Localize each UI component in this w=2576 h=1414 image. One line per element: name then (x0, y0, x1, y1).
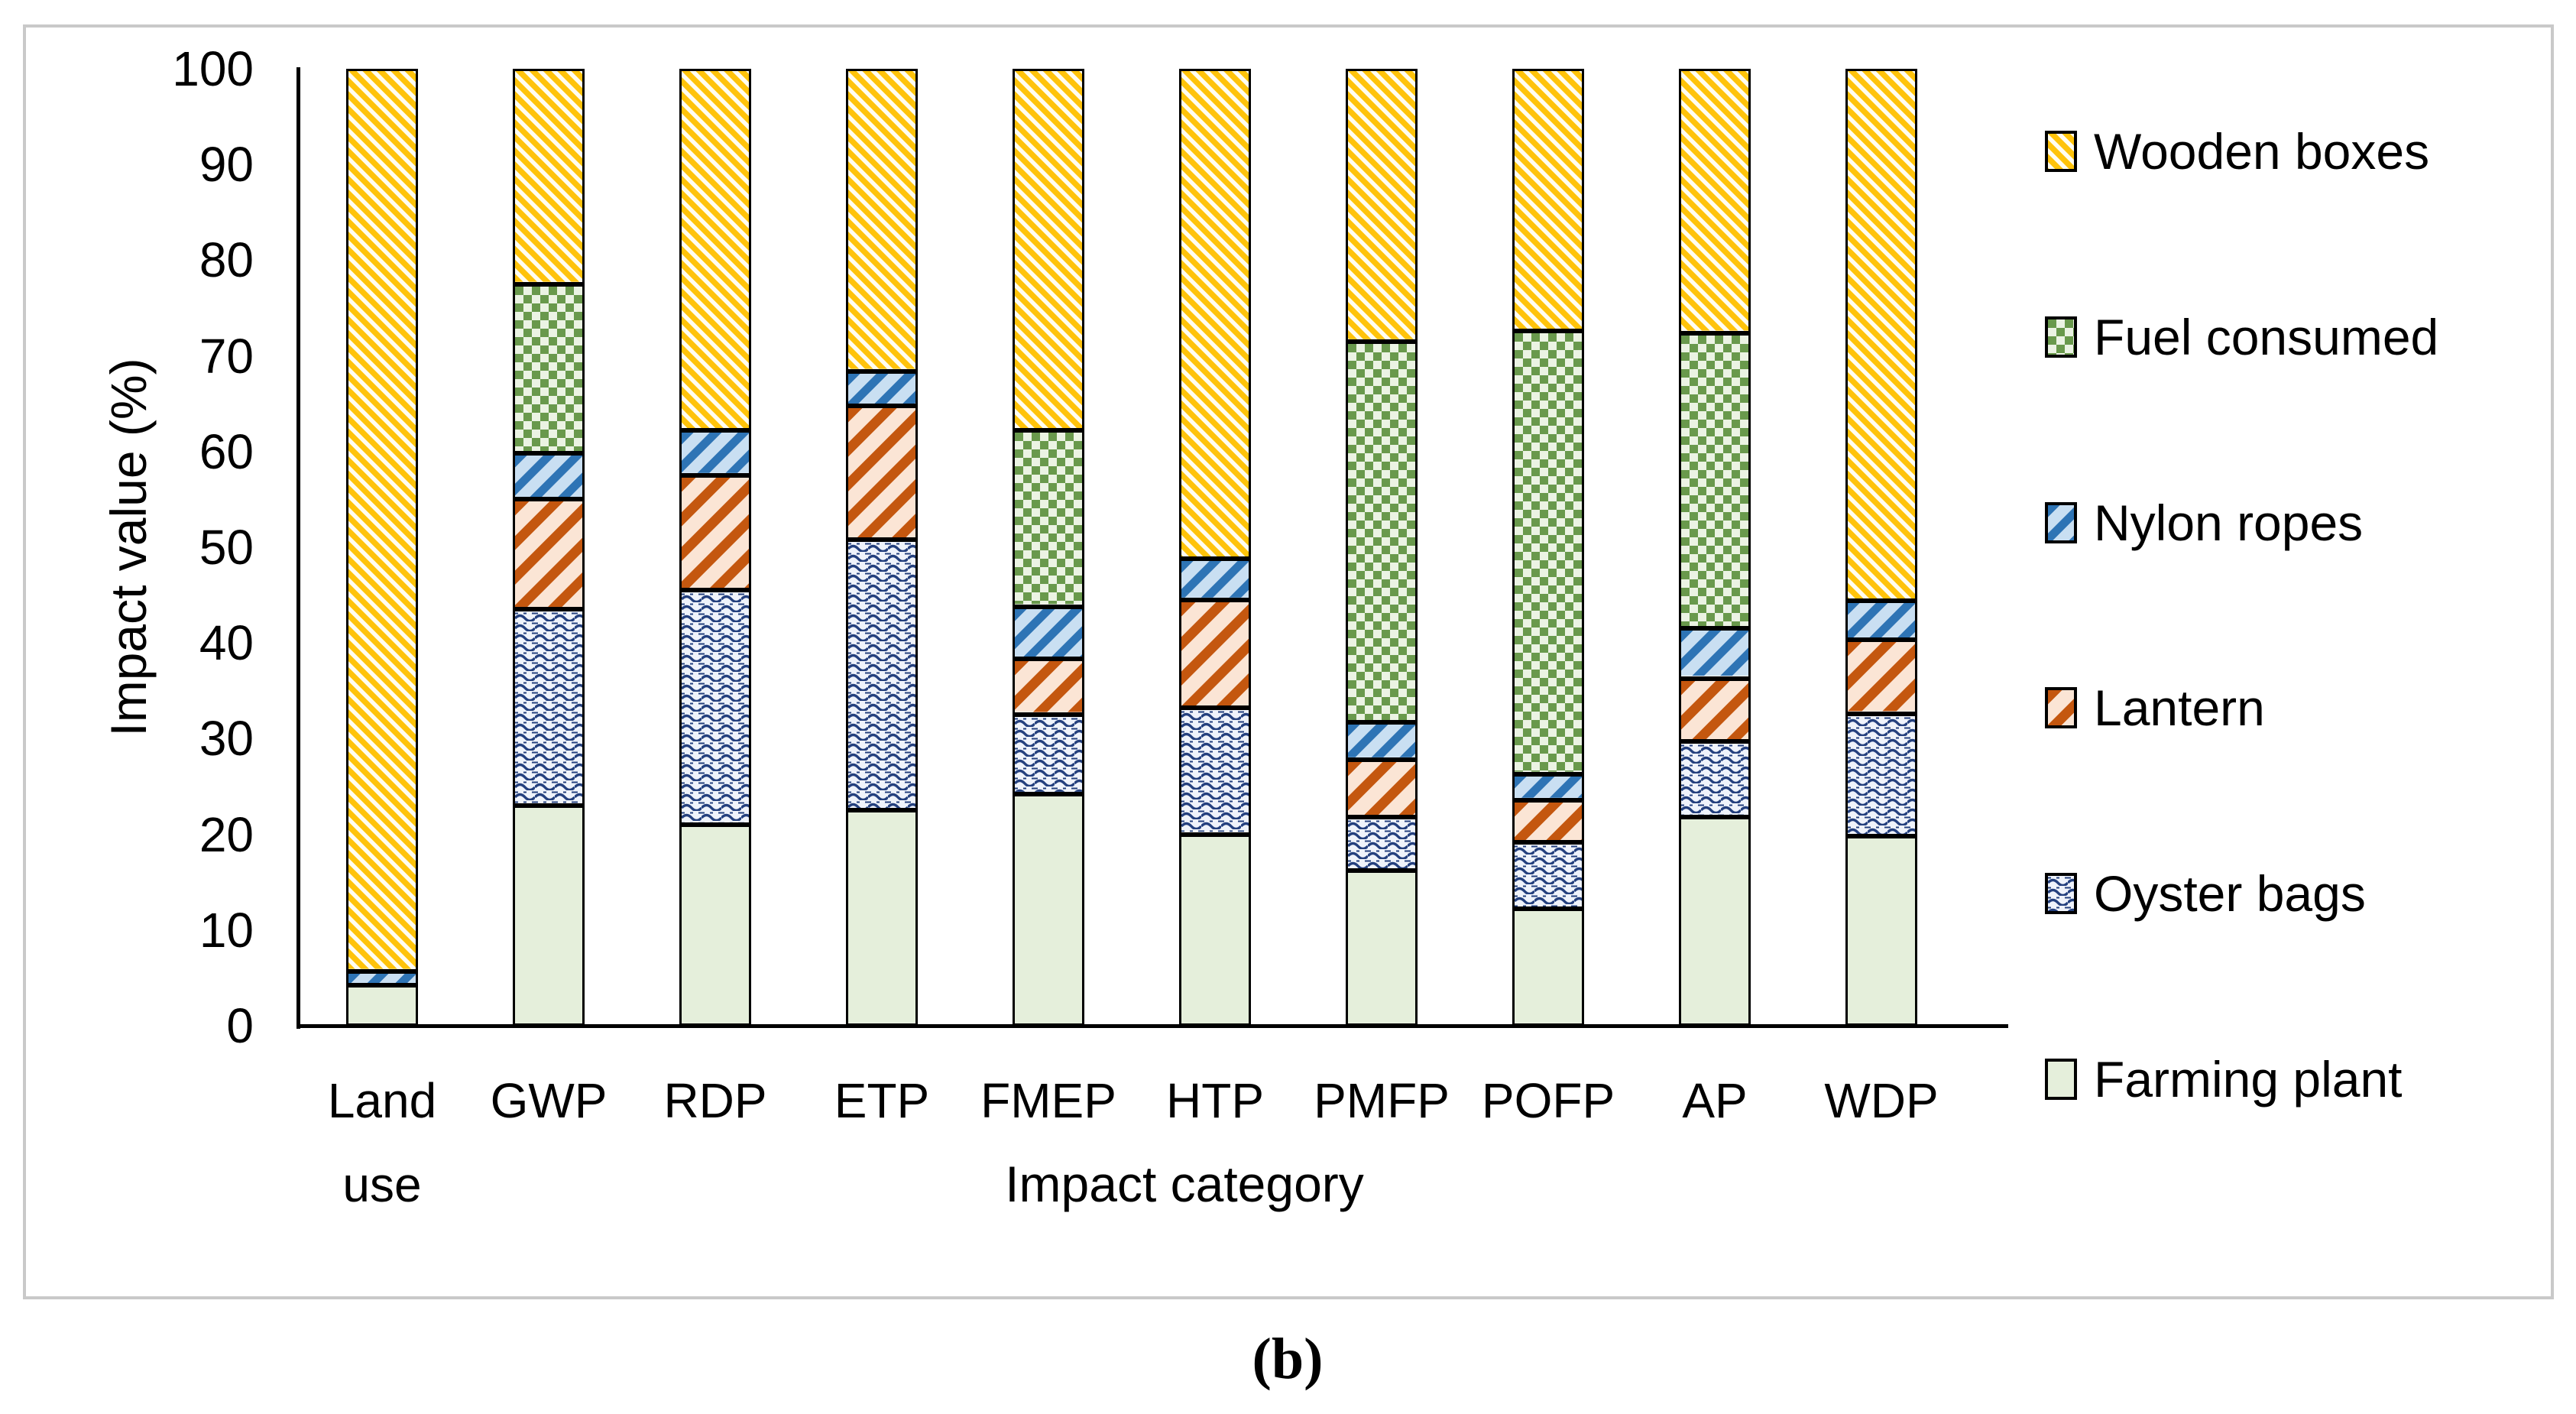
y-tick-label-60: 60 (199, 423, 254, 479)
bar-segment-lantern-rdp (679, 475, 751, 591)
legend-label-nylon: Nylon ropes (2094, 494, 2364, 551)
legend-item-nylon: Nylon ropes (2045, 495, 2363, 551)
x-category-label-ap: AP (1682, 1073, 1748, 1128)
chart-frame (23, 24, 2554, 1299)
bar-segment-oyster-pofp (1512, 842, 1584, 910)
bar-segment-nylon-ap (1679, 628, 1751, 679)
bar-segment-lantern-pofp (1512, 799, 1584, 842)
bar-segment-wooden-wdp (1845, 69, 1917, 602)
bar-segment-wooden-pmfp (1346, 69, 1418, 342)
bar-segment-oyster-fmep (1013, 715, 1084, 794)
bar-segment-nylon-fmep (1013, 606, 1084, 660)
bar-segment-wooden-land-use (346, 69, 418, 971)
y-tick-label-10: 10 (199, 902, 254, 958)
bar-segment-fuel-pmfp (1346, 341, 1418, 723)
x-category-label-htp: HTP (1166, 1073, 1264, 1128)
legend-label-oyster: Oyster bags (2094, 865, 2366, 923)
y-tick-label-30: 30 (199, 711, 254, 767)
bar-segment-nylon-pmfp (1346, 722, 1418, 760)
bar-segment-wooden-ap (1679, 69, 1751, 333)
bar-segment-farming-fmep (1013, 794, 1084, 1026)
legend-label-fuel: Fuel consumed (2094, 308, 2439, 365)
bar-segment-fuel-pofp (1512, 331, 1584, 774)
bar-segment-fuel-fmep (1013, 430, 1084, 607)
legend-item-farming: Farming plant (2045, 1051, 2403, 1108)
bar-segment-nylon-etp (846, 371, 918, 406)
bar-segment-farming-land-use (346, 985, 418, 1026)
x-category-label-fmep: FMEP (980, 1073, 1116, 1128)
figure-caption: (b) (1252, 1327, 1324, 1391)
bar-segment-lantern-gwp (513, 499, 585, 610)
bar-segment-nylon-pofp (1512, 773, 1584, 800)
legend-swatch-lantern-icon (2045, 687, 2077, 729)
bar-segment-nylon-rdp (679, 430, 751, 476)
bar-segment-oyster-rdp (679, 590, 751, 825)
bar-segment-nylon-wdp (1845, 601, 1917, 641)
bar-segment-farming-htp (1179, 834, 1251, 1026)
bar-segment-fuel-gwp (513, 284, 585, 454)
legend-label-wooden: Wooden boxes (2094, 123, 2430, 180)
bar-segment-nylon-gwp (513, 453, 585, 500)
legend-label-lantern: Lantern (2094, 679, 2265, 737)
bar-segment-oyster-etp (846, 539, 918, 811)
x-category-label-gwp: GWP (490, 1073, 608, 1128)
bar-segment-oyster-htp (1179, 708, 1251, 835)
x-category-label-etp: ETP (834, 1073, 930, 1128)
legend-swatch-wooden-icon (2045, 131, 2077, 172)
bar-segment-lantern-fmep (1013, 659, 1084, 715)
y-tick-label-90: 90 (199, 137, 254, 193)
bar-segment-wooden-htp (1179, 69, 1251, 559)
bar-segment-lantern-pmfp (1346, 759, 1418, 818)
x-category-label-pmfp: PMFP (1314, 1073, 1450, 1128)
bar-segment-lantern-ap (1679, 678, 1751, 742)
x-axis-title: Impact category (1005, 1156, 1364, 1212)
legend-item-lantern: Lantern (2045, 679, 2265, 736)
bar-segment-wooden-etp (846, 69, 918, 371)
y-tick-label-70: 70 (199, 328, 254, 384)
bar-segment-farming-ap (1679, 817, 1751, 1026)
bar-segment-lantern-htp (1179, 599, 1251, 709)
bar-segment-oyster-gwp (513, 609, 585, 806)
bar-segment-oyster-pmfp (1346, 817, 1418, 871)
bar-segment-farming-gwp (513, 806, 585, 1026)
legend-item-oyster: Oyster bags (2045, 865, 2366, 922)
legend-swatch-nylon-icon (2045, 501, 2077, 543)
x-axis-line (296, 1024, 2008, 1028)
y-tick-label-20: 20 (199, 806, 254, 862)
y-tick-label-80: 80 (199, 232, 254, 288)
x-category-label-pofp: POFP (1481, 1073, 1615, 1128)
y-tick-label-0: 0 (226, 998, 254, 1053)
y-tick-label-50: 50 (199, 520, 254, 575)
legend-swatch-fuel-icon (2045, 316, 2077, 358)
bar-segment-farming-etp (846, 810, 918, 1026)
bar-segment-farming-rdp (679, 825, 751, 1026)
bar-segment-farming-pmfp (1346, 871, 1418, 1026)
x-category-label-land-use: Land use (327, 1073, 437, 1212)
bar-segment-wooden-pofp (1512, 69, 1584, 332)
bar-segment-lantern-wdp (1845, 640, 1917, 714)
x-category-label-wdp: WDP (1824, 1073, 1939, 1128)
bar-segment-wooden-fmep (1013, 69, 1084, 431)
bar-segment-wooden-gwp (513, 69, 585, 284)
legend-item-wooden: Wooden boxes (2045, 123, 2429, 180)
x-category-label-rdp: RDP (663, 1073, 767, 1128)
bar-segment-oyster-ap (1679, 741, 1751, 818)
bar-segment-oyster-wdp (1845, 713, 1917, 837)
y-tick-label-40: 40 (199, 615, 254, 671)
bar-segment-wooden-rdp (679, 69, 751, 431)
y-axis-line (296, 67, 300, 1029)
bar-segment-fuel-ap (1679, 332, 1751, 629)
bar-segment-lantern-etp (846, 405, 918, 540)
legend-swatch-oyster-icon (2045, 873, 2077, 915)
legend-item-fuel: Fuel consumed (2045, 309, 2438, 365)
legend-swatch-farming-icon (2045, 1059, 2077, 1100)
bar-segment-farming-pofp (1512, 909, 1584, 1026)
legend-label-farming: Farming plant (2094, 1051, 2403, 1108)
bar-segment-nylon-land-use (346, 971, 418, 986)
bar-segment-nylon-htp (1179, 559, 1251, 600)
bar-segment-farming-wdp (1845, 836, 1917, 1026)
y-tick-label-100: 100 (172, 41, 254, 96)
